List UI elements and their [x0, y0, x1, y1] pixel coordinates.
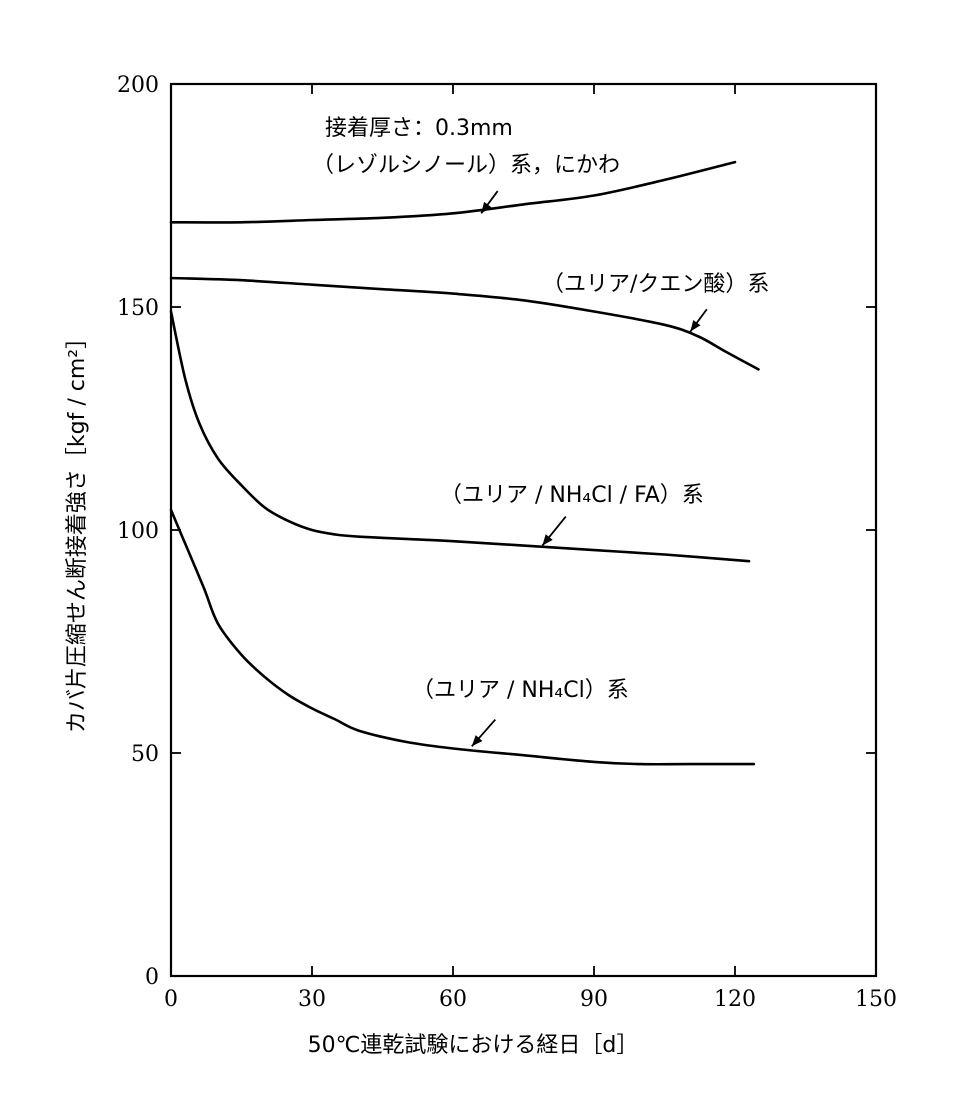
x-axis-title: 50℃連乾試験における経日［d］: [308, 1033, 639, 1058]
y-tick-label: 200: [117, 73, 159, 98]
series-line-urea-nh4cl: [169, 508, 756, 766]
x-tick-label: 60: [439, 987, 467, 1012]
x-tick-label: 90: [580, 987, 608, 1012]
arrow-head-urea-citric: [690, 320, 701, 332]
series-line-urea-citric: [169, 276, 760, 371]
annotation-thickness: 接着厚さ：0.3mm: [325, 116, 513, 141]
legend-label-urea-citric: （ユリア/クエン酸）系: [542, 272, 769, 297]
annotation-layer: 接着厚さ：0.3mm （レゾルシノール）系，にかわ （ユリア/クエン酸）系 （ユ…: [312, 116, 769, 747]
y-axis-title: カバ片圧縮せん断接着強さ［kgf / cm²］: [65, 327, 90, 733]
legend-label-urea-nh4cl-fa: （ユリア / NH₄Cl / FA）系: [440, 483, 704, 508]
arrow-head-urea-nh4cl: [471, 735, 483, 747]
x-tick-label: 30: [298, 987, 326, 1012]
ticks-layer: 0 30 60 90 120 150 0 50 100 150 200: [117, 73, 897, 1012]
arrow-head-resorcinol: [481, 201, 492, 214]
series-line-resorcinol: [169, 160, 737, 224]
series-layer: [169, 160, 760, 766]
legend-label-urea-nh4cl: （ユリア / NH₄Cl）系: [412, 678, 629, 703]
y-tick-label: 0: [145, 965, 159, 990]
y-tick-label: 50: [131, 742, 159, 767]
series-line-urea-nh4cl-fa: [169, 310, 751, 563]
arrow-head-urea-nh4cl-fa: [542, 534, 553, 546]
x-tick-label: 0: [164, 987, 178, 1012]
y-tick-label: 100: [117, 519, 159, 544]
x-tick-label: 120: [714, 987, 756, 1012]
plot-frame: [169, 82, 878, 978]
x-tick-label: 150: [855, 987, 897, 1012]
legend-label-resorcinol: （レゾルシノール）系，にかわ: [312, 153, 620, 178]
y-tick-label: 150: [117, 296, 159, 321]
